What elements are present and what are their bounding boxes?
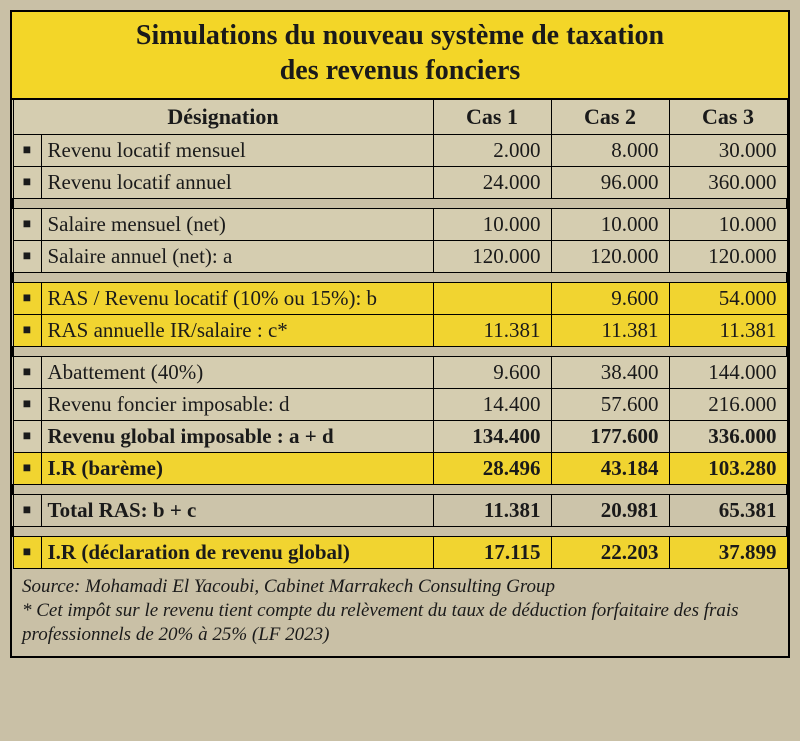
cell-label: Revenu locatif mensuel (41, 135, 433, 167)
cell-cas1: 2.000 (433, 135, 551, 167)
cell-cas1: 10.000 (433, 209, 551, 241)
cell-label: Salaire mensuel (net) (41, 209, 433, 241)
table-row: ■ RAS / Revenu locatif (10% ou 15%): b 9… (13, 283, 787, 315)
cell-cas3: 120.000 (669, 241, 787, 273)
taxation-table: Simulations du nouveau système de taxati… (10, 10, 790, 658)
cell-cas2: 177.600 (551, 421, 669, 453)
gap-row (13, 485, 787, 495)
footer-source: Source: Mohamadi El Yacoubi, Cabinet Mar… (22, 575, 778, 599)
cell-cas3: 65.381 (669, 495, 787, 527)
table-row: ■ Salaire annuel (net): a 120.000 120.00… (13, 241, 787, 273)
title-line-1: Simulations du nouveau système de taxati… (136, 20, 664, 51)
gap-row (13, 273, 787, 283)
cell-label: I.R (déclaration de revenu global) (41, 537, 433, 569)
bullet-icon: ■ (13, 135, 41, 167)
cell-label: Revenu locatif annuel (41, 167, 433, 199)
cell-cas3: 336.000 (669, 421, 787, 453)
bullet-icon: ■ (13, 209, 41, 241)
cell-cas1: 9.600 (433, 357, 551, 389)
cell-cas1: 24.000 (433, 167, 551, 199)
gap-row (13, 347, 787, 357)
cell-cas2: 20.981 (551, 495, 669, 527)
cell-label: Abattement (40%) (41, 357, 433, 389)
cell-cas2: 11.381 (551, 315, 669, 347)
cell-cas3: 10.000 (669, 209, 787, 241)
bullet-icon: ■ (13, 241, 41, 273)
col-cas1: Cas 1 (433, 100, 551, 135)
cell-cas2: 43.184 (551, 453, 669, 485)
bullet-icon: ■ (13, 495, 41, 527)
cell-label: RAS annuelle IR/salaire : c* (41, 315, 433, 347)
bullet-icon: ■ (13, 283, 41, 315)
header-row: Désignation Cas 1 Cas 2 Cas 3 (13, 100, 787, 135)
data-table: Désignation Cas 1 Cas 2 Cas 3 ■ Revenu l… (12, 100, 788, 569)
table-row: ■ Total RAS: b + c 11.381 20.981 65.381 (13, 495, 787, 527)
table-row: ■ RAS annuelle IR/salaire : c* 11.381 11… (13, 315, 787, 347)
table-row: ■ Revenu foncier imposable: d 14.400 57.… (13, 389, 787, 421)
cell-cas3: 144.000 (669, 357, 787, 389)
bullet-icon: ■ (13, 357, 41, 389)
table-row: ■ I.R (barème) 28.496 43.184 103.280 (13, 453, 787, 485)
cell-cas2: 38.400 (551, 357, 669, 389)
cell-cas2: 96.000 (551, 167, 669, 199)
bullet-icon: ■ (13, 315, 41, 347)
cell-cas2: 22.203 (551, 537, 669, 569)
cell-label: Revenu foncier imposable: d (41, 389, 433, 421)
cell-cas3: 11.381 (669, 315, 787, 347)
cell-cas1: 134.400 (433, 421, 551, 453)
gap-row (13, 199, 787, 209)
cell-cas3: 360.000 (669, 167, 787, 199)
gap-row (13, 527, 787, 537)
col-designation: Désignation (13, 100, 433, 135)
cell-cas2: 120.000 (551, 241, 669, 273)
bullet-icon: ■ (13, 167, 41, 199)
table-row: ■ I.R (déclaration de revenu global) 17.… (13, 537, 787, 569)
table-footer: Source: Mohamadi El Yacoubi, Cabinet Mar… (12, 569, 788, 656)
table-row: ■ Revenu global imposable : a + d 134.40… (13, 421, 787, 453)
cell-cas3: 103.280 (669, 453, 787, 485)
bullet-icon: ■ (13, 389, 41, 421)
cell-cas1: 14.400 (433, 389, 551, 421)
title-line-2: des revenus fonciers (280, 55, 521, 86)
cell-cas1 (433, 283, 551, 315)
cell-label: RAS / Revenu locatif (10% ou 15%): b (41, 283, 433, 315)
cell-cas2: 10.000 (551, 209, 669, 241)
cell-label: Revenu global imposable : a + d (41, 421, 433, 453)
cell-label: Salaire annuel (net): a (41, 241, 433, 273)
table-row: ■ Revenu locatif annuel 24.000 96.000 36… (13, 167, 787, 199)
table-title: Simulations du nouveau système de taxati… (12, 12, 788, 100)
cell-cas1: 17.115 (433, 537, 551, 569)
cell-cas1: 11.381 (433, 495, 551, 527)
table-row: ■ Abattement (40%) 9.600 38.400 144.000 (13, 357, 787, 389)
table-row: ■ Revenu locatif mensuel 2.000 8.000 30.… (13, 135, 787, 167)
cell-cas3: 54.000 (669, 283, 787, 315)
cell-cas1: 28.496 (433, 453, 551, 485)
cell-cas1: 120.000 (433, 241, 551, 273)
cell-cas2: 9.600 (551, 283, 669, 315)
bullet-icon: ■ (13, 453, 41, 485)
cell-cas3: 37.899 (669, 537, 787, 569)
table-row: ■ Salaire mensuel (net) 10.000 10.000 10… (13, 209, 787, 241)
cell-label: Total RAS: b + c (41, 495, 433, 527)
footer-note: * Cet impôt sur le revenu tient compte d… (22, 599, 778, 647)
col-cas3: Cas 3 (669, 100, 787, 135)
cell-label: I.R (barème) (41, 453, 433, 485)
cell-cas3: 30.000 (669, 135, 787, 167)
cell-cas3: 216.000 (669, 389, 787, 421)
cell-cas2: 8.000 (551, 135, 669, 167)
cell-cas2: 57.600 (551, 389, 669, 421)
bullet-icon: ■ (13, 421, 41, 453)
cell-cas1: 11.381 (433, 315, 551, 347)
col-cas2: Cas 2 (551, 100, 669, 135)
bullet-icon: ■ (13, 537, 41, 569)
